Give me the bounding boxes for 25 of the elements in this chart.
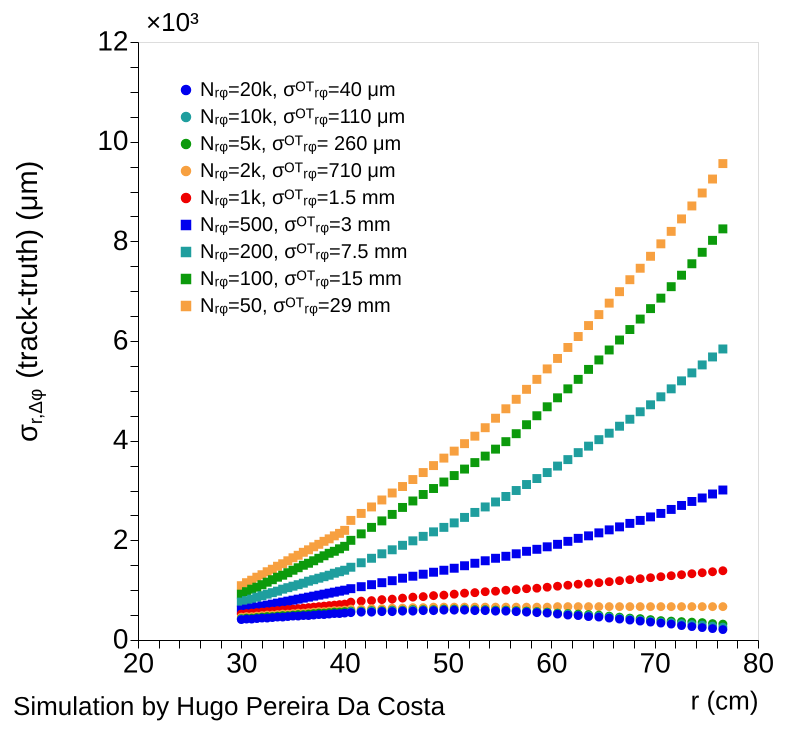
x-tick-label: 50 [432,648,464,678]
legend-label: Nᵣᵩ=5k, σᴼᵀᵣᵩ= 260 μm [200,133,402,155]
text: Simulation by Hugo Pereira Da Costa [13,691,446,721]
x-tick-label: 70 [640,648,671,678]
legend-label: Nᵣᵩ=10k, σᴼᵀᵣᵩ=110 μm [200,106,406,128]
legend-label: Nᵣᵩ=2k, σᴼᵀᵣᵩ=710 μm [200,160,396,182]
y-tick-label: 2 [112,524,128,555]
legend-label: Nᵣᵩ=1k, σᴼᵀᵣᵩ=1.5 mm [200,187,396,209]
y-tick-label: 6 [112,324,128,356]
x-axis-title: r (cm) [690,686,758,716]
legend-label: Nᵣᵩ=20k, σᴼᵀᵣᵩ=40 μm [200,79,396,101]
y-tick-label: 10 [97,125,128,156]
text: ×10³ [146,7,200,37]
y-tick-label: 4 [112,424,128,456]
legend-label: Nᵣᵩ=50, σᴼᵀᵣᵩ=29 mm [200,295,391,317]
y-tick-label: 8 [112,224,128,256]
y-axis-title: σr,Δφ (track-truth) (μm) [12,160,47,442]
x-tick-label: 60 [536,648,568,678]
legend-label: Nᵣᵩ=100, σᴼᵀᵣᵩ=15 mm [200,268,402,290]
x-tick-label: 40 [330,648,361,678]
legend-label: Nᵣᵩ=200, σᴼᵀᵣᵩ=7.5 mm [200,241,408,263]
x-tick-label: 80 [742,648,774,678]
legend-label: Nᵣᵩ=500, σᴼᵀᵣᵩ=3 mm [200,214,391,236]
x-tick-label: 30 [226,648,258,678]
y-tick-label: 12 [97,26,128,56]
